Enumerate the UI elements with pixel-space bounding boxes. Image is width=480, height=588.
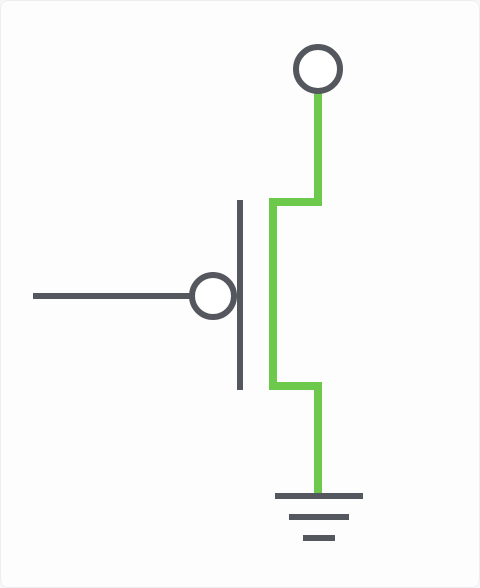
gate-bubble-icon [189, 272, 237, 320]
ground-icon [275, 493, 363, 541]
supply-terminal-icon [293, 44, 343, 94]
channel-path [269, 92, 322, 495]
